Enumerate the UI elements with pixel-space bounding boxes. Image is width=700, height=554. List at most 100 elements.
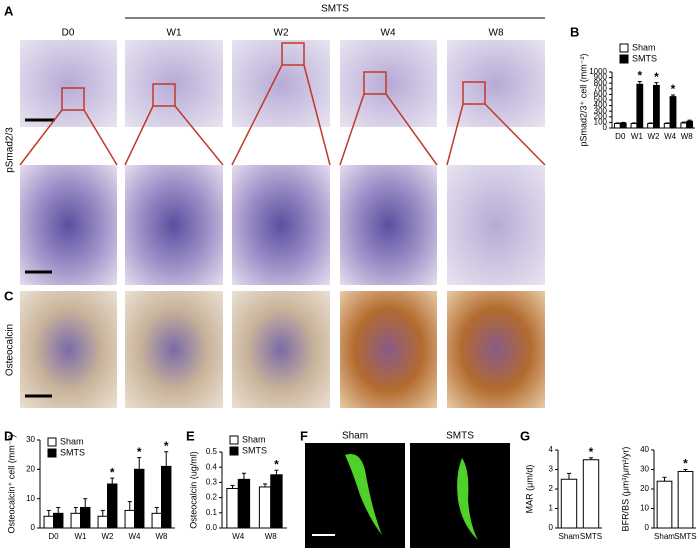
x-tick-label: Sham: [654, 532, 675, 541]
significance: *: [589, 445, 594, 459]
y-axis-label: Osteocalcin (ug/ml): [188, 451, 198, 529]
x-tick-label: W4: [232, 532, 245, 541]
micrograph: [447, 291, 545, 408]
y-tick-label: 0: [549, 523, 554, 532]
column-label: W2: [274, 28, 289, 39]
y-tick-label: 900: [594, 73, 608, 82]
x-tick-label: W2: [102, 532, 115, 541]
panel-letter: E: [186, 428, 195, 443]
legend-swatch: [47, 437, 57, 447]
legend-swatch: [47, 448, 57, 458]
legend-label: SMTS: [242, 445, 267, 455]
y-axis-label: pSmad2/3⁺ cell (mm⁻²): [578, 53, 588, 146]
inset-boxes: [19, 42, 546, 166]
bar: [151, 512, 163, 529]
bar: [258, 486, 272, 529]
y-tick-label: 700: [594, 84, 608, 93]
significance: *: [654, 70, 659, 84]
y-tick-label: 0.4: [206, 462, 218, 471]
x-tick-label: D0: [615, 132, 626, 141]
panel-letter: C: [4, 288, 14, 303]
x-tick-label: SMTS: [674, 532, 696, 541]
column-label: W1: [167, 28, 182, 39]
y-tick-label: 30: [640, 465, 649, 474]
micrograph: [20, 291, 117, 408]
bar: [270, 474, 283, 529]
bar: [613, 123, 621, 129]
bar: [161, 465, 172, 529]
panel-f: F Sham SMTS: [300, 428, 510, 548]
y-tick-label: 2: [549, 484, 554, 493]
bar: [226, 487, 239, 529]
significance: *: [137, 445, 142, 459]
legend-swatch: [229, 435, 239, 445]
y-tick-label: 0.2: [206, 493, 218, 502]
micrograph: [20, 165, 117, 285]
panel-letter: D: [4, 428, 13, 443]
significance: *: [164, 439, 169, 453]
bar: [636, 83, 644, 129]
significance: *: [110, 465, 115, 479]
y-tick-label: 4: [549, 445, 554, 454]
legend-swatch: [619, 54, 629, 64]
bar: [647, 123, 655, 129]
panel-a: A SMTS D0 W1 W2 W4 W8 pSmad2/3: [4, 3, 546, 285]
y-tick-label: 300: [594, 106, 608, 115]
legend-swatch: [619, 43, 629, 53]
bar: [70, 512, 82, 529]
bar: [582, 459, 600, 529]
y-tick-label: 0.3: [206, 478, 218, 487]
y-tick-label: 0.5: [206, 447, 218, 456]
y-tick-label: 1: [549, 504, 554, 513]
bar: [677, 470, 694, 529]
panel-letter: A: [4, 3, 14, 18]
bar: [663, 123, 671, 129]
y-tick-label: 20: [26, 464, 35, 473]
micrograph: [232, 165, 330, 285]
bar: [107, 483, 118, 529]
image-label: SMTS: [446, 431, 474, 442]
bar: [134, 468, 145, 529]
x-tick-label: SMTS: [580, 532, 602, 541]
x-tick-label: W8: [265, 532, 278, 541]
row-label: Osteocalcin: [5, 324, 16, 376]
bar: [53, 512, 64, 529]
legend-label: SMTS: [632, 53, 657, 63]
legend-swatch: [229, 446, 239, 456]
significance: *: [671, 82, 676, 96]
bar: [237, 478, 251, 529]
bar: [669, 96, 677, 129]
micrograph: [20, 40, 117, 127]
x-tick-label: W2: [648, 132, 661, 141]
micrograph: [340, 40, 437, 127]
legend-label: Sham: [632, 42, 656, 52]
y-tick-label: 600: [594, 90, 608, 99]
bar: [619, 122, 627, 129]
y-tick-label: 1000: [589, 67, 607, 76]
bar: [43, 515, 54, 529]
y-tick-label: 0.1: [206, 508, 218, 517]
x-tick-label: W1: [631, 132, 644, 141]
y-tick-label: 0: [31, 523, 36, 532]
y-tick-label: 10: [26, 494, 35, 503]
y-axis-label: BFR/BS (μm³/μm²/yr): [620, 447, 630, 532]
group-label: SMTS: [321, 4, 349, 15]
bar: [686, 120, 694, 129]
y-axis-label: MAR (μm/d): [524, 465, 534, 514]
legend-label: Sham: [60, 436, 84, 446]
x-tick-label: W4: [664, 132, 677, 141]
micrograph: [125, 165, 223, 285]
micrographs: [19, 40, 546, 285]
y-tick-label: 20: [640, 484, 649, 493]
y-tick-label: 0: [645, 523, 650, 532]
bar: [97, 515, 109, 529]
panel-letter: G: [520, 428, 530, 443]
micrograph: [447, 165, 545, 285]
label-band: [457, 458, 478, 540]
bar: [653, 84, 660, 129]
significance: *: [274, 457, 279, 471]
y-tick-label: 400: [594, 101, 608, 110]
y-tick-label: 100: [594, 118, 608, 127]
x-tick-label: W8: [681, 132, 694, 141]
